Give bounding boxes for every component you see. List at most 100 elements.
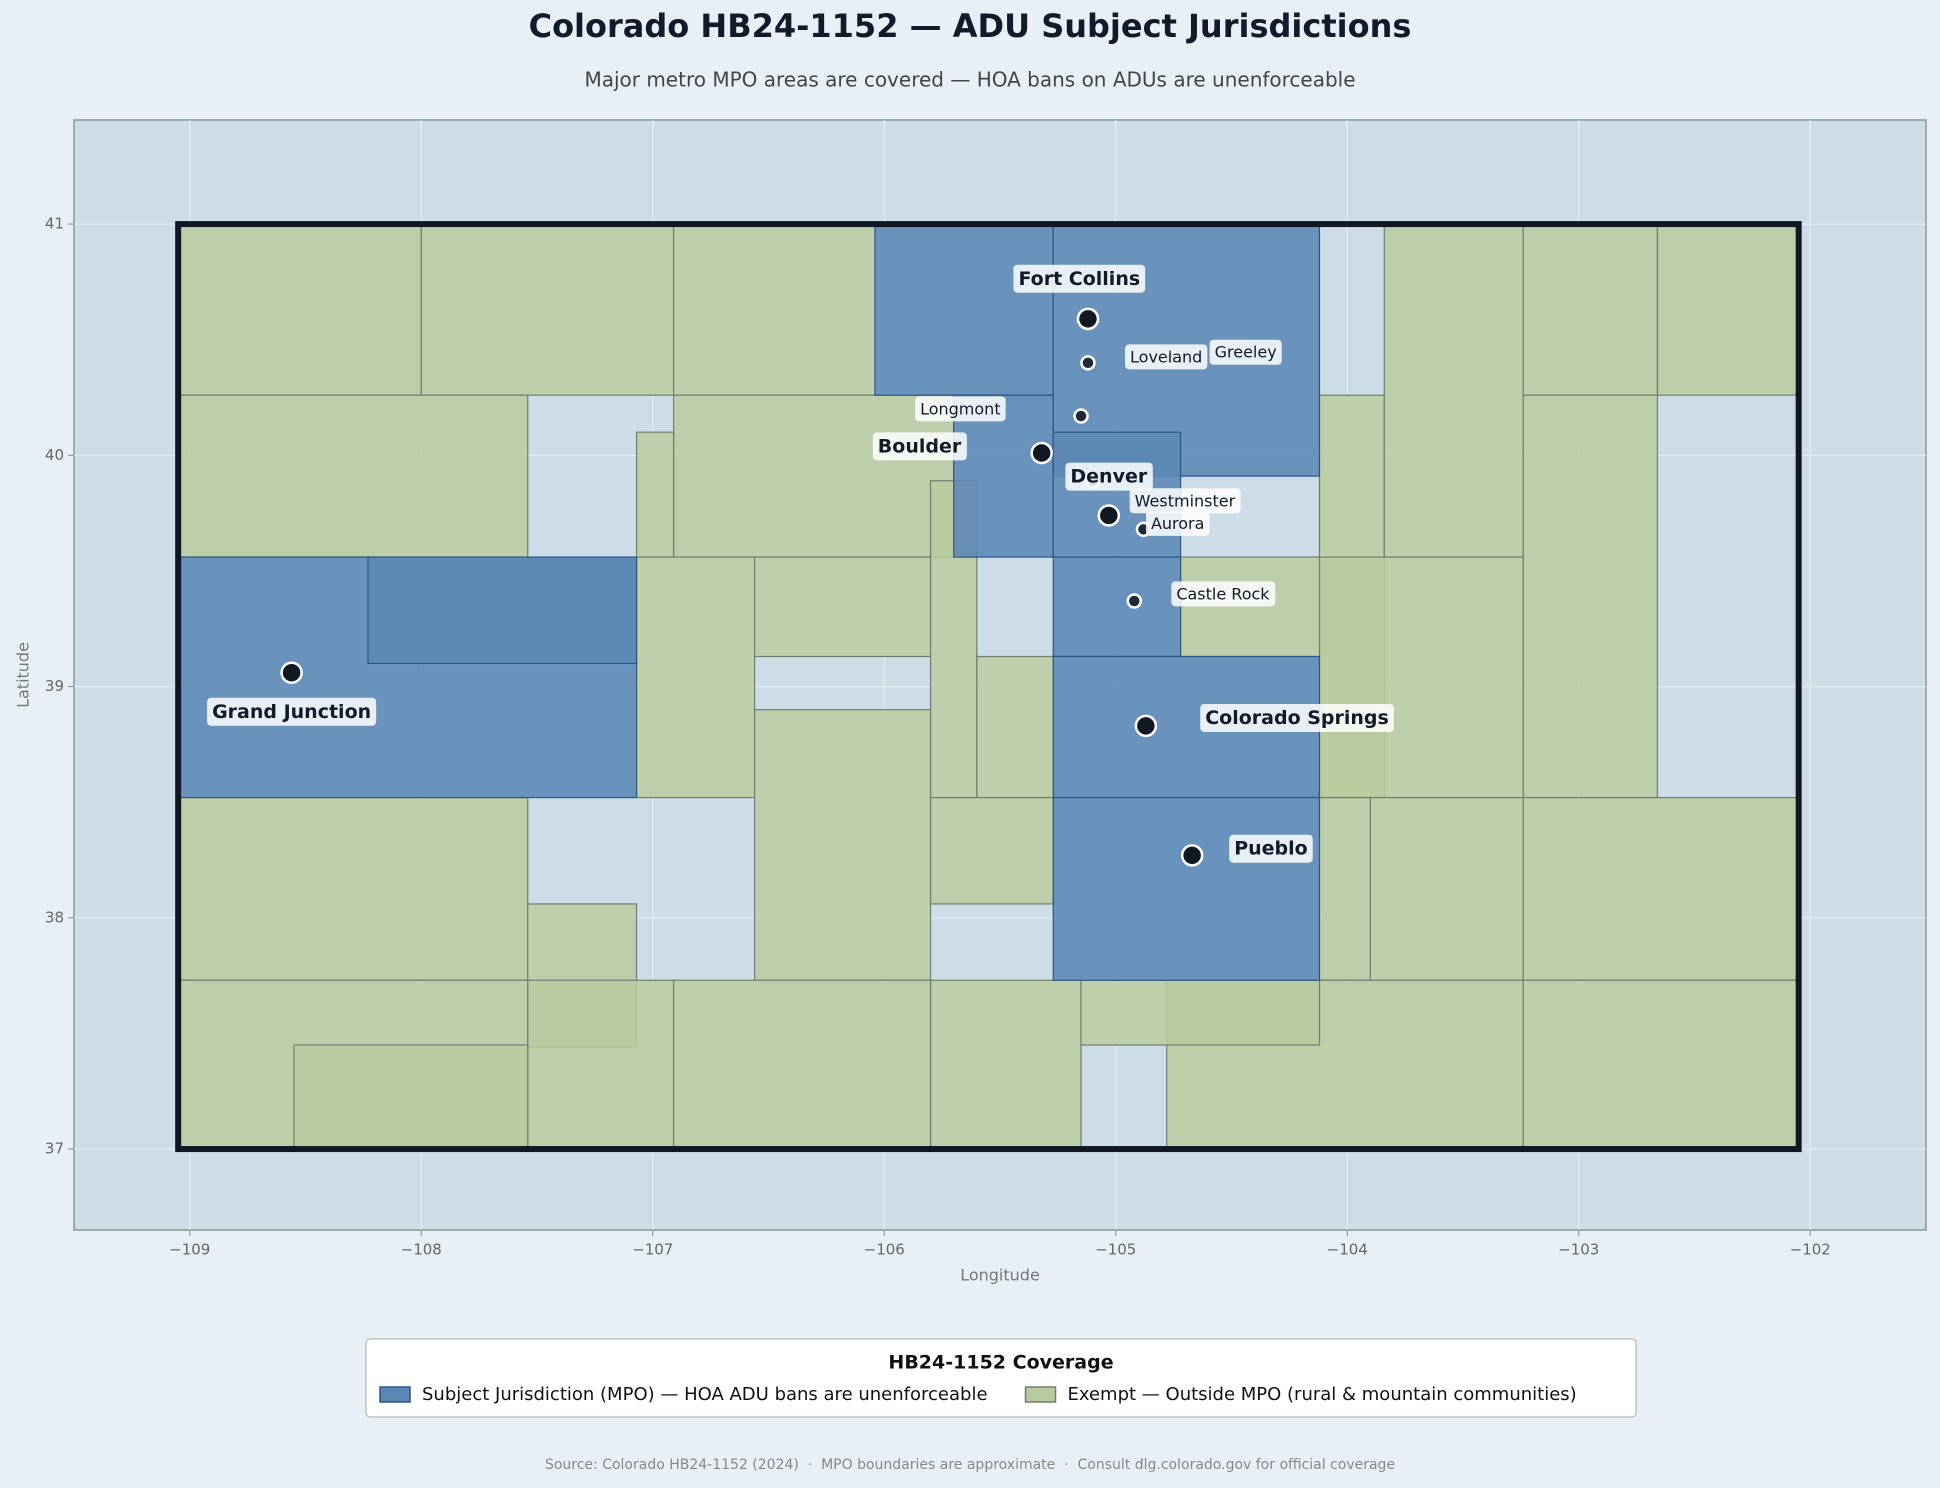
y-axis-label: Latitude xyxy=(14,642,33,708)
x-tick-label: −107 xyxy=(632,1241,673,1259)
x-tick-label: −108 xyxy=(401,1241,442,1259)
city-label-group: Grand Junction xyxy=(207,697,377,726)
y-tick-label: 41 xyxy=(45,215,64,233)
exempt-region xyxy=(754,556,932,658)
city-label: Castle Rock xyxy=(1176,584,1270,603)
city-marker xyxy=(1097,504,1121,527)
exempt-region xyxy=(177,223,422,396)
city-label-group: Pueblo xyxy=(1229,834,1313,863)
city-label-bg xyxy=(1145,510,1210,536)
city-label: Loveland xyxy=(1130,347,1202,366)
exempt-region xyxy=(635,556,756,799)
city-label-group: Colorado Springs xyxy=(1200,703,1394,732)
subject-region xyxy=(953,394,1054,558)
x-tick-label: −106 xyxy=(864,1241,905,1259)
city-marker xyxy=(280,661,303,684)
city-label-group: Loveland xyxy=(1125,344,1208,370)
exempt-region xyxy=(929,979,1082,1150)
exempt-region xyxy=(1522,394,1659,799)
subject-region xyxy=(874,223,1054,396)
exempt-region xyxy=(177,394,529,558)
city-label: Grand Junction xyxy=(212,701,371,723)
city-marker xyxy=(1030,441,1053,465)
chart-subtitle: Major metro MPO areas are covered — HOA … xyxy=(584,68,1355,92)
legend-swatch xyxy=(1024,1386,1057,1403)
city-label: Pueblo xyxy=(1234,838,1308,860)
city-label: Longmont xyxy=(920,399,1001,418)
exempt-region xyxy=(672,394,955,558)
x-tick-label: −102 xyxy=(1790,1241,1831,1259)
legend-swatch xyxy=(379,1386,411,1403)
city-label-bg xyxy=(1125,344,1208,370)
exempt-region xyxy=(1383,223,1524,558)
city-marker xyxy=(1076,307,1100,331)
city-label-bg xyxy=(872,432,967,461)
city-marker xyxy=(1080,355,1096,371)
state-outline xyxy=(175,221,1802,1153)
city-label-group: Longmont xyxy=(915,396,1006,422)
exempt-region xyxy=(1522,979,1800,1150)
exempt-region xyxy=(420,223,675,396)
city-label-group: Westminster xyxy=(1129,488,1241,514)
exempt-region xyxy=(929,796,1054,905)
exempt-region xyxy=(1522,223,1659,396)
city-label: Fort Collins xyxy=(1018,268,1140,290)
city-label: Colorado Springs xyxy=(1205,707,1389,729)
x-tick-label: −109 xyxy=(169,1241,210,1259)
city-label-group: Boulder xyxy=(872,432,967,461)
exempt-region xyxy=(1179,556,1321,658)
city-label-bg xyxy=(1200,703,1394,732)
city-label-group: Denver xyxy=(1065,462,1153,491)
exempt-region xyxy=(1318,556,1524,799)
city-label-group: Fort Collins xyxy=(1013,264,1146,293)
city-label-bg xyxy=(1229,834,1313,863)
exempt-region xyxy=(527,979,675,1150)
city-label-bg xyxy=(207,697,377,726)
city-label-bg xyxy=(1209,339,1282,365)
x-tick-label: −104 xyxy=(1327,1241,1368,1259)
legend-label: Subject Jurisdiction (MPO) — HOA ADU ban… xyxy=(422,1384,988,1405)
subject-region xyxy=(1052,796,1321,981)
legend-title: HB24-1152 Coverage xyxy=(888,1352,1113,1374)
exempt-region xyxy=(754,709,932,981)
subject-region xyxy=(1052,556,1182,658)
x-tick-label: −105 xyxy=(1095,1241,1136,1259)
exempt-region xyxy=(1522,796,1800,981)
exempt-region xyxy=(1369,796,1524,981)
exempt-region xyxy=(177,796,529,981)
city-label: Westminster xyxy=(1135,491,1236,510)
city-marker xyxy=(1180,844,1204,867)
exempt-region xyxy=(1080,979,1321,1046)
x-axis-label: Longitude xyxy=(960,1266,1040,1285)
y-tick-label: 38 xyxy=(45,908,64,926)
city-marker xyxy=(1126,593,1143,609)
chart-title: Colorado HB24-1152 — ADU Subject Jurisdi… xyxy=(529,7,1412,45)
exempt-region xyxy=(635,431,675,558)
city-label: Boulder xyxy=(878,435,962,457)
subject-region xyxy=(1052,655,1321,799)
legend-label: Exempt — Outside MPO (rural & mountain c… xyxy=(1068,1384,1577,1405)
city-label-bg xyxy=(915,396,1006,422)
city-marker xyxy=(1134,714,1158,738)
city-label-bg xyxy=(1171,581,1276,607)
city-label-group: Greeley xyxy=(1209,339,1282,365)
exempt-region xyxy=(672,979,932,1150)
x-tick-label: −103 xyxy=(1558,1241,1599,1259)
city-label: Aurora xyxy=(1151,514,1204,533)
city-marker xyxy=(1073,408,1089,424)
exempt-region xyxy=(1318,796,1371,981)
city-label-bg xyxy=(1065,462,1153,491)
exempt-region xyxy=(672,223,876,396)
city-label: Greeley xyxy=(1215,343,1277,362)
city-label: Denver xyxy=(1070,466,1147,488)
y-tick-label: 40 xyxy=(45,446,64,464)
legend-box xyxy=(365,1338,1637,1418)
city-label-bg xyxy=(1013,264,1146,293)
city-label-bg xyxy=(1129,488,1241,514)
city-label-group: Castle Rock xyxy=(1171,581,1276,607)
city-label-group: Aurora xyxy=(1145,510,1210,536)
subject-region xyxy=(367,556,638,665)
exempt-region xyxy=(1656,223,1800,396)
